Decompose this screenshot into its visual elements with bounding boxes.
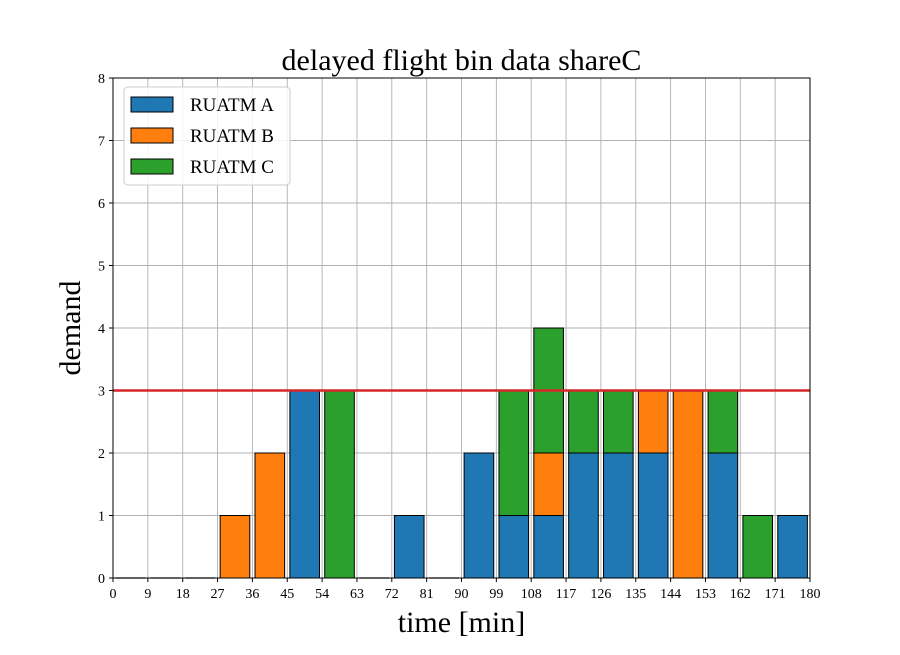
x-tick-label: 171: [765, 587, 786, 602]
x-tick-label: 18: [176, 587, 190, 602]
legend-label: RUATM C: [190, 157, 274, 178]
legend-swatch: [130, 158, 174, 175]
bar-ruatm-a: [707, 452, 739, 579]
bar-ruatm-c: [498, 390, 530, 516]
legend-label: RUATM B: [190, 126, 274, 147]
x-tick-label: 45: [280, 587, 294, 602]
x-tick-label: 117: [556, 587, 576, 602]
bar-ruatm-b: [219, 515, 251, 579]
y-tick-label: 4: [98, 322, 105, 337]
y-tick-label: 0: [98, 572, 105, 587]
legend-label: RUATM A: [190, 95, 274, 116]
bar-ruatm-b: [533, 452, 564, 516]
x-tick-label: 162: [730, 587, 751, 602]
bar-ruatm-b: [254, 452, 286, 579]
x-axis-title: time [min]: [398, 606, 525, 639]
bar-ruatm-a: [393, 515, 425, 579]
legend-swatch: [130, 127, 174, 144]
x-tick-label: 63: [350, 587, 364, 602]
chart-title: delayed flight bin data shareC: [282, 44, 642, 77]
y-tick-label: 1: [98, 510, 105, 525]
bar-ruatm-c: [568, 390, 599, 454]
x-tick-label: 27: [211, 587, 225, 602]
x-tick-label: 153: [695, 587, 716, 602]
bar-ruatm-a: [603, 452, 634, 579]
bar-ruatm-a: [289, 390, 320, 579]
x-tick-label: 144: [660, 587, 681, 602]
x-tick-label: 36: [245, 587, 259, 602]
bar-ruatm-a: [777, 515, 808, 579]
bar-ruatm-a: [498, 515, 530, 579]
bar-ruatm-b: [672, 390, 704, 579]
axis-ticks: 0 9 18 27 36 45 54 63 72 81 90 99 108 117 126 135 144 153…: [98, 72, 821, 602]
y-tick-label: 5: [98, 260, 105, 275]
y-tick-label: 2: [98, 447, 105, 462]
x-tick-label: 54: [315, 587, 329, 602]
y-tick-label: 7: [98, 135, 105, 150]
x-tick-label: 9: [144, 587, 151, 602]
y-tick-label: 3: [98, 385, 105, 400]
y-tick-label: 6: [98, 197, 105, 212]
bar-ruatm-a: [568, 452, 599, 579]
legend-swatch: [130, 96, 174, 113]
x-tick-label: 72: [385, 587, 399, 602]
x-tick-label: 99: [489, 587, 503, 602]
bar-ruatm-a: [463, 452, 495, 579]
bar-ruatm-c: [742, 515, 774, 579]
bars: [115, 327, 808, 579]
x-tick-label: 135: [625, 587, 646, 602]
x-tick-label: 108: [521, 587, 542, 602]
bar-ruatm-b: [637, 390, 669, 454]
x-tick-label: 0: [110, 587, 117, 602]
x-tick-label: 180: [800, 587, 821, 602]
bar-ruatm-c: [707, 390, 739, 454]
legend: RUATM A RUATM B RUATM C: [123, 86, 291, 186]
y-axis-title: demand: [54, 281, 87, 376]
bar-ruatm-c: [603, 390, 634, 454]
x-tick-label: 81: [420, 587, 434, 602]
bar-ruatm-c: [324, 390, 355, 579]
x-tick-label: 126: [590, 587, 611, 602]
bar-ruatm-a: [533, 515, 564, 579]
y-tick-label: 8: [98, 72, 105, 87]
x-tick-label: 90: [455, 587, 469, 602]
bar-ruatm-a: [637, 452, 669, 579]
